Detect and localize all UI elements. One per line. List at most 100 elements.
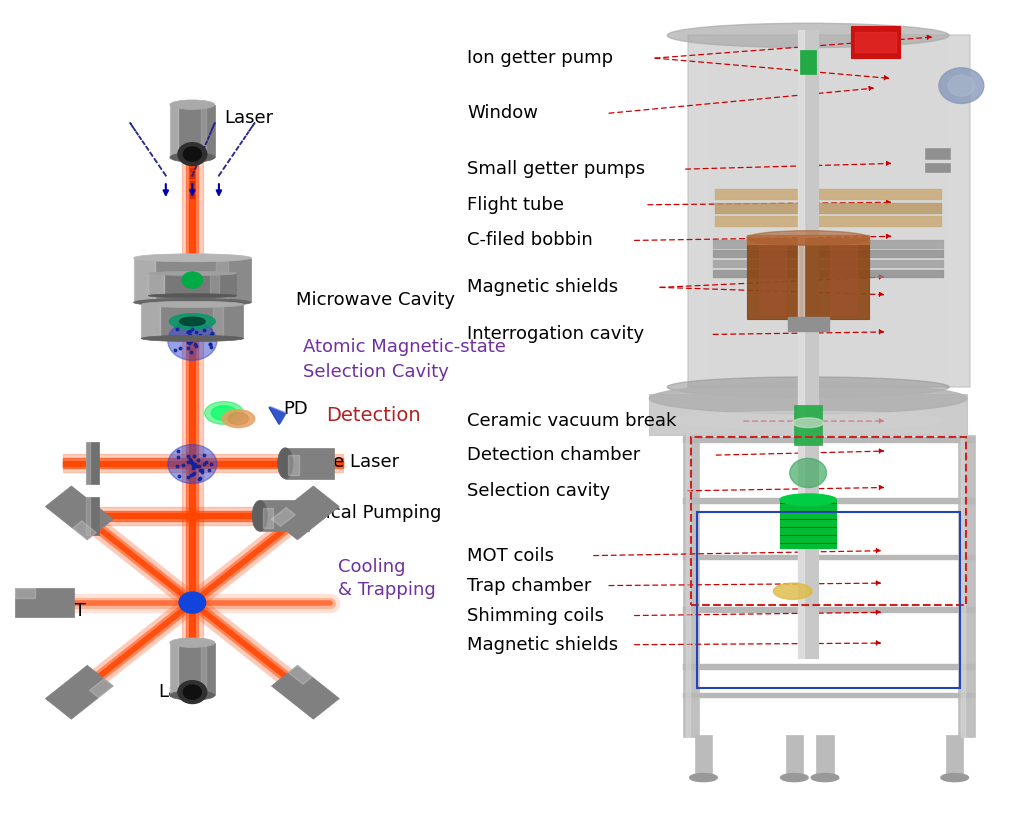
Bar [683,437,975,443]
Circle shape [168,445,217,484]
Text: Window: Window [467,104,538,122]
Bar [263,508,273,528]
Bar [98,511,303,521]
Bar [62,459,343,468]
Ellipse shape [780,773,808,781]
Text: MOT coils: MOT coils [467,546,554,564]
Text: Magnetic shields: Magnetic shields [467,636,618,654]
Bar [715,189,942,200]
Text: Laser: Laser [224,109,273,127]
Polygon shape [270,406,287,424]
Ellipse shape [222,410,255,428]
Bar [962,435,966,737]
Bar [286,448,334,479]
Bar [851,26,900,58]
Bar [794,405,822,446]
Polygon shape [45,486,114,540]
Polygon shape [45,665,114,720]
Circle shape [182,272,203,288]
Ellipse shape [668,377,949,398]
Bar [289,455,299,476]
Ellipse shape [673,411,943,429]
Bar [148,273,164,296]
Bar [710,36,947,379]
Text: Atomic Magnetic-state: Atomic Magnetic-state [303,338,506,356]
Ellipse shape [228,412,249,424]
Ellipse shape [649,383,967,414]
Bar [713,250,944,259]
Bar [688,36,970,387]
Circle shape [948,75,975,96]
Ellipse shape [668,24,949,48]
Bar [695,736,712,777]
Bar [715,216,942,228]
Bar [186,143,199,678]
Polygon shape [289,665,312,685]
Bar [713,241,944,249]
Text: Flight tube: Flight tube [467,196,564,214]
Ellipse shape [170,153,215,162]
Ellipse shape [780,494,837,506]
Ellipse shape [211,406,237,420]
Text: Optical Pumping: Optical Pumping [294,504,441,523]
Ellipse shape [148,293,237,298]
Bar [683,554,975,560]
Ellipse shape [170,100,215,110]
Bar [800,50,816,74]
Polygon shape [269,407,286,424]
Polygon shape [73,521,96,540]
Bar [170,643,178,695]
Text: Small getter pumps: Small getter pumps [467,160,645,178]
Bar [683,498,975,504]
Ellipse shape [252,501,267,531]
Bar [182,143,203,678]
Bar [686,435,690,737]
Bar [946,736,964,777]
Bar [189,143,196,678]
Bar [141,304,160,338]
Bar [170,643,215,695]
Circle shape [168,321,217,360]
Text: Detection chamber: Detection chamber [467,446,640,464]
Bar [86,497,90,535]
Bar [683,664,975,670]
Text: Interrogation cavity: Interrogation cavity [467,325,644,343]
Bar [213,304,223,338]
Bar [780,500,837,548]
Bar [86,442,90,485]
Ellipse shape [278,448,293,479]
Bar [62,454,343,472]
Bar [157,301,227,311]
Bar [713,260,944,268]
Bar [170,105,215,158]
Bar [830,242,857,315]
Bar [683,435,699,737]
Bar [691,437,967,605]
Bar [785,736,803,777]
Bar [958,435,975,737]
Ellipse shape [170,638,215,647]
Bar [134,258,155,302]
Bar [925,148,950,159]
Text: Probe Laser: Probe Laser [294,453,399,471]
Bar [98,514,303,519]
Circle shape [939,67,984,103]
Polygon shape [271,486,339,540]
Text: Magnetic shields: Magnetic shields [467,278,618,297]
Circle shape [178,143,207,166]
Bar [170,105,178,158]
Bar [134,258,251,302]
Ellipse shape [141,336,244,341]
Bar [216,258,227,302]
Bar [759,242,786,315]
Ellipse shape [170,690,215,700]
Polygon shape [14,588,36,598]
Ellipse shape [773,583,812,599]
Bar [713,270,944,278]
Text: Detection: Detection [326,406,421,425]
Bar [202,643,206,695]
Polygon shape [271,507,295,526]
Bar [787,316,828,331]
Bar [683,693,975,698]
Text: Selection cavity: Selection cavity [467,482,610,500]
